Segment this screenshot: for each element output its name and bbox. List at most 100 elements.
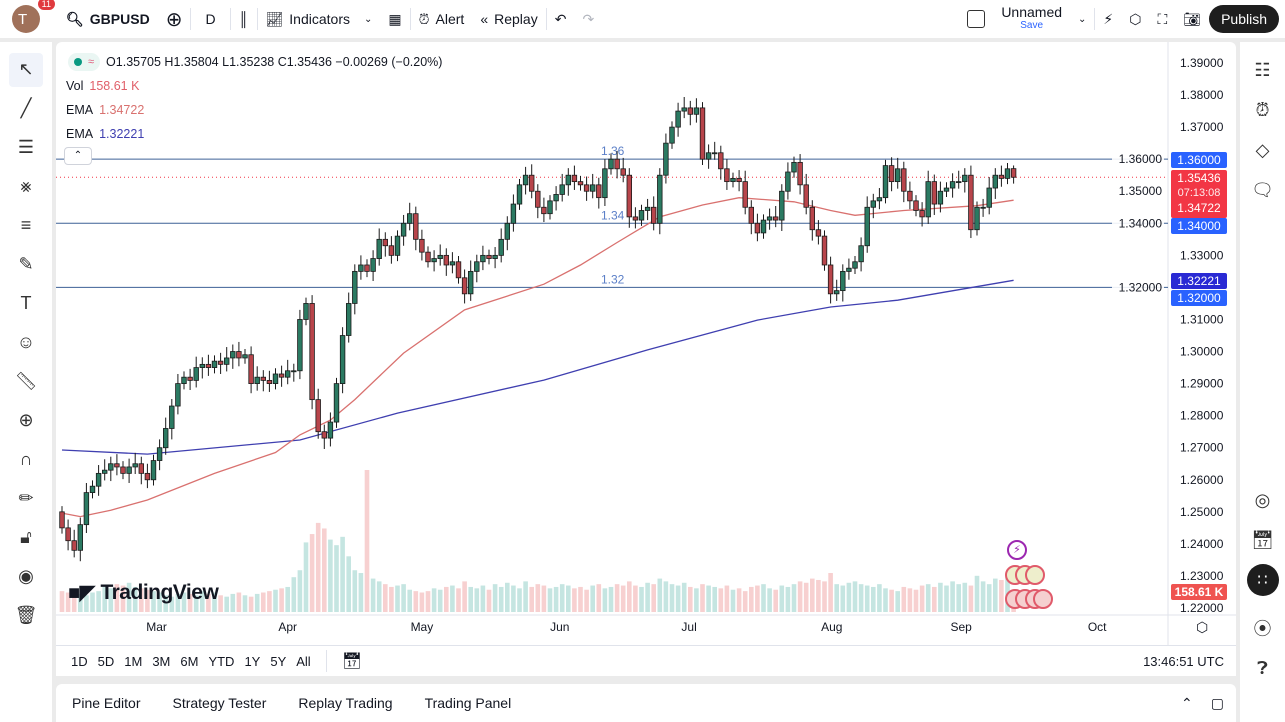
chart-type-button[interactable]: ║ — [231, 0, 257, 38]
right-sidebar: ☷ ⏰︎ ◇ 🗨︎ ◎ 📅︎ ∷ ⦿ ❓︎ — [1240, 42, 1285, 722]
chats-button[interactable]: 🗨︎ — [1245, 172, 1281, 208]
candle-up — [449, 261, 456, 266]
object-tree-button[interactable]: ◇ — [1245, 132, 1281, 168]
ruler-icon: 📏︎ — [14, 371, 38, 391]
text-tool[interactable]: T — [9, 287, 43, 321]
help-button[interactable]: ❓︎ — [1245, 650, 1281, 686]
candle-up — [492, 254, 498, 259]
maximize-panel-button[interactable]: ▢ — [1203, 695, 1236, 712]
range-1y[interactable]: 1Y — [244, 653, 261, 669]
us-events-icon[interactable] — [1005, 589, 1053, 609]
save-label[interactable]: Save — [1020, 20, 1044, 31]
alert-button[interactable]: ⏰︎ Alert — [411, 0, 473, 38]
calendar-button[interactable]: 📅︎ — [1245, 522, 1281, 558]
symbol-label: GBPUSD — [89, 11, 150, 27]
volume-bar — [370, 578, 376, 612]
cursor-tool[interactable]: ↖ — [9, 52, 43, 87]
volume-bar — [413, 591, 419, 612]
volume-bar — [761, 584, 766, 612]
candle-up — [102, 469, 108, 474]
tab-pine-editor[interactable]: Pine Editor — [72, 695, 141, 711]
layout-button[interactable] — [959, 0, 993, 38]
tradingview-watermark: ■◤ TradingView — [68, 580, 219, 605]
layout-name-button[interactable]: Unnamed Save — [993, 0, 1070, 38]
tab-trading-panel[interactable]: Trading Panel — [424, 695, 512, 711]
range-ytd[interactable]: YTD — [208, 653, 235, 669]
settings-button[interactable]: ⬡ — [1121, 0, 1149, 38]
candle-down — [144, 472, 151, 481]
tab-replay-trading[interactable]: Replay Trading — [298, 695, 393, 711]
alerts-button[interactable]: ⏰︎ — [1245, 92, 1281, 128]
compare-symbol-button[interactable]: ⊕ — [158, 0, 191, 38]
volume-bar — [303, 542, 309, 612]
products-button[interactable]: ∷ — [1245, 562, 1281, 598]
brush-tool[interactable]: ✎ — [9, 248, 43, 282]
range-1d[interactable]: 1D — [71, 653, 88, 669]
candle-up — [986, 187, 992, 208]
price-chart[interactable]: 1.36 1.34 1.32 1.39000 1.38000 1.37000 1.36000… — [56, 42, 1236, 645]
watchlist-button[interactable]: ☷ — [1245, 52, 1281, 88]
stream-button[interactable]: ⦿ — [1245, 610, 1281, 646]
volume-bar — [230, 593, 236, 612]
snapshot-button[interactable]: 📷︎ — [1175, 0, 1209, 38]
chat-icon: 🗨︎ — [1251, 179, 1274, 200]
uk-events-icon[interactable] — [1005, 565, 1049, 585]
trend-line-tool[interactable]: ╱ — [9, 92, 43, 126]
bottom-panel: Pine Editor Strategy Tester Replay Tradi… — [56, 684, 1236, 722]
candle-up — [400, 222, 407, 237]
divider — [256, 8, 258, 30]
range-1m[interactable]: 1M — [124, 653, 143, 669]
candle-down — [968, 174, 974, 231]
fullscreen-button[interactable]: ⛶ — [1149, 0, 1175, 38]
quick-search-button[interactable]: ⚡︎ — [1095, 0, 1121, 38]
volume-bar — [505, 582, 510, 612]
zoom-tool[interactable]: ⊕ — [9, 404, 43, 438]
range-6m[interactable]: 6M — [180, 653, 199, 669]
expand-panel-button[interactable]: ⌃ — [1171, 695, 1203, 712]
replay-button[interactable]: « Replay — [472, 0, 545, 38]
candle-down — [486, 254, 492, 259]
go-to-date-button[interactable]: 📅︎ — [337, 651, 367, 671]
range-all[interactable]: All — [296, 653, 311, 669]
indicators-button[interactable]: 📈︎ Indicators ⌄ — [258, 0, 381, 38]
lock-tool[interactable]: 🔓︎ — [9, 521, 43, 555]
emoji-tool[interactable]: ☺ — [9, 326, 43, 360]
layout-menu-button[interactable]: ⌄ — [1070, 0, 1094, 38]
stay-drawing-tool[interactable]: ✏ — [9, 482, 43, 516]
range-5y[interactable]: 5Y — [270, 653, 287, 669]
remove-drawings-tool[interactable]: 🗑︎ — [9, 599, 43, 633]
fib-tool[interactable]: ≡ — [9, 209, 43, 243]
redo-button[interactable]: ↷ — [574, 0, 602, 38]
templates-button[interactable]: ▦ — [380, 0, 409, 38]
candle-up — [498, 238, 504, 256]
publish-button[interactable]: Publish — [1209, 5, 1279, 33]
axis-settings-button[interactable]: ⬡ — [1196, 619, 1208, 636]
candle-down — [827, 264, 834, 295]
candle-up — [943, 187, 950, 192]
calendar-icon: 📅︎ — [341, 653, 363, 670]
source-toggle[interactable]: ≈ — [68, 53, 101, 71]
user-avatar[interactable]: T 11 — [12, 0, 55, 33]
ruler-tool[interactable]: 📏︎ — [9, 365, 43, 399]
range-3m[interactable]: 3M — [152, 653, 171, 669]
volume-bar — [248, 596, 254, 612]
ideas-button[interactable]: ◎ — [1245, 482, 1281, 518]
hide-drawings-tool[interactable]: ◉ — [9, 560, 43, 594]
candle-up — [394, 235, 401, 256]
price-tick-label: 1.22000 — [1180, 601, 1224, 615]
volume-bar — [974, 575, 980, 612]
utc-clock[interactable]: 13:46:51 UTC — [1143, 653, 1224, 669]
magnet-tool[interactable]: ∩ — [9, 443, 43, 477]
tab-strategy-tester[interactable]: Strategy Tester — [172, 695, 267, 711]
pattern-tool[interactable]: ⨳ — [9, 170, 43, 204]
range-5d[interactable]: 5D — [97, 653, 115, 669]
undo-button[interactable]: ↶ — [547, 0, 575, 38]
horizontal-line-tool[interactable]: ☰ — [9, 131, 43, 165]
symbol-search-button[interactable]: 🔍︎ GBPUSD — [58, 0, 158, 38]
volume-bar — [767, 588, 772, 612]
event-flash-icon[interactable]: ⚡︎ — [1007, 540, 1027, 560]
interval-button[interactable]: D — [191, 0, 229, 38]
volume-bar — [114, 584, 120, 612]
candle-up — [230, 351, 236, 359]
collapse-legend-button[interactable]: ⌃ — [64, 147, 92, 165]
